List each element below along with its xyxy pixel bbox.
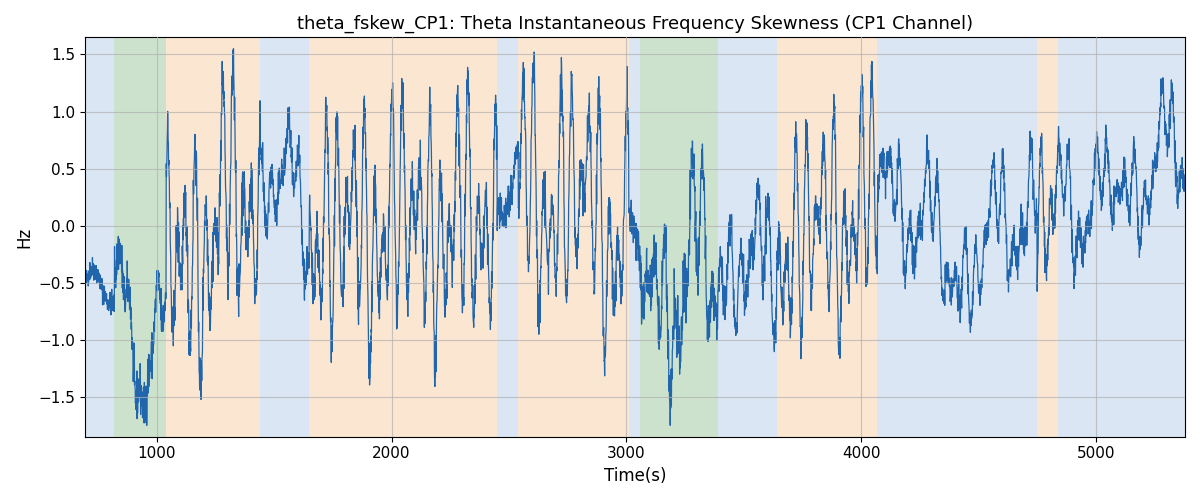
Y-axis label: Hz: Hz — [14, 226, 32, 248]
Bar — [114, 38, 166, 436]
Bar — [310, 38, 497, 436]
Bar — [85, 38, 114, 436]
Bar — [518, 38, 629, 436]
Bar — [166, 38, 260, 436]
Bar — [497, 38, 518, 436]
Title: theta_fskew_CP1: Theta Instantaneous Frequency Skewness (CP1 Channel): theta_fskew_CP1: Theta Instantaneous Fre… — [298, 15, 973, 34]
Bar — [776, 38, 877, 436]
Bar — [629, 38, 641, 436]
Bar — [718, 38, 776, 436]
Bar — [877, 38, 1037, 436]
Bar — [1058, 38, 1186, 436]
Bar — [260, 38, 310, 436]
X-axis label: Time(s): Time(s) — [604, 467, 666, 485]
Bar — [641, 38, 718, 436]
Bar — [1037, 38, 1058, 436]
